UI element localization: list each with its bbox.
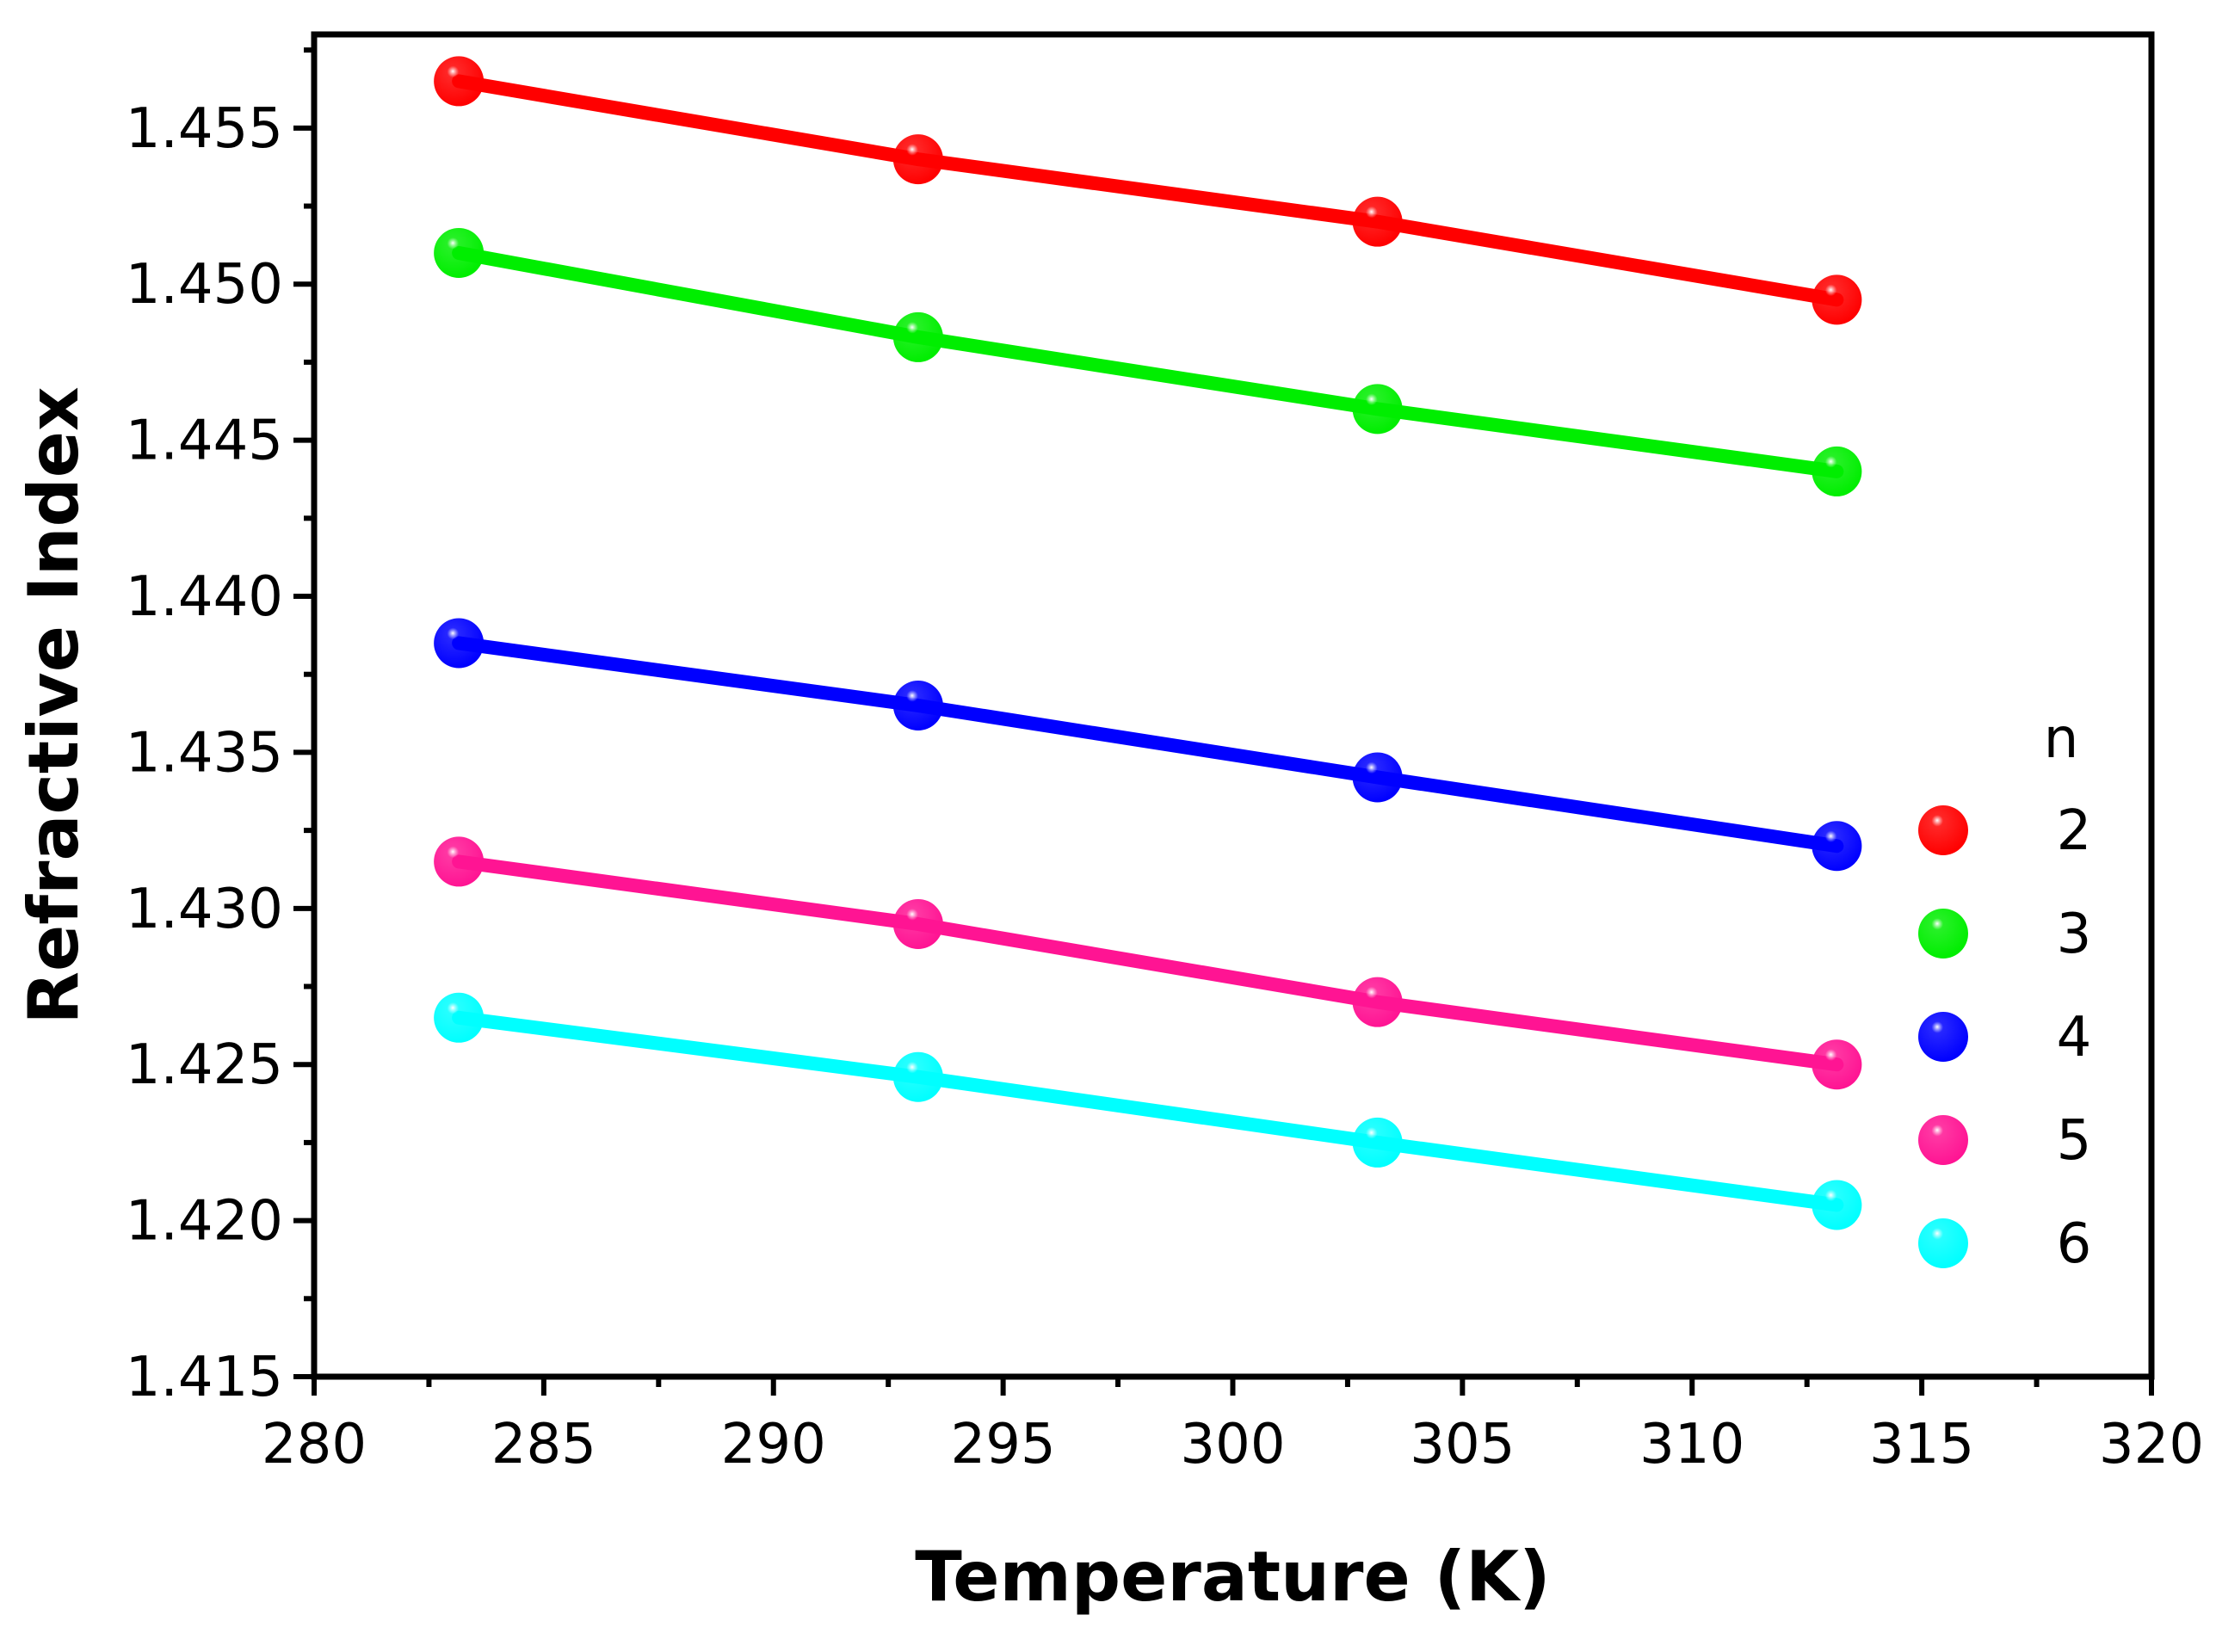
series-4 — [434, 618, 1862, 872]
y-tick-label: 1.450 — [126, 253, 283, 317]
data-point — [434, 56, 485, 107]
x-tick-label: 295 — [951, 1413, 1056, 1476]
data-point — [892, 134, 943, 185]
y-axis-title: Refractive Index — [14, 386, 94, 1024]
series-line — [452, 1010, 1844, 1212]
plot-frame — [311, 31, 2155, 1380]
data-point — [1352, 1117, 1403, 1168]
data-point — [1352, 752, 1403, 803]
data-point — [1812, 1180, 1862, 1230]
data-point — [892, 898, 943, 949]
legend-marker — [1918, 1115, 1968, 1165]
y-tick-label: 1.435 — [126, 721, 283, 785]
y-tick-label: 1.455 — [126, 97, 283, 161]
legend-title: n — [2044, 707, 2079, 771]
series-line — [452, 245, 1844, 478]
legend-marker — [1918, 1012, 1968, 1062]
data-point — [434, 992, 485, 1043]
data-point — [1812, 1039, 1862, 1090]
y-tick-label: 1.440 — [126, 565, 283, 629]
data-point — [892, 311, 943, 362]
data-point — [1812, 821, 1862, 872]
series-3 — [434, 227, 1862, 496]
data-point — [892, 681, 943, 730]
y-tick-label: 1.425 — [126, 1033, 283, 1097]
legend-marker — [1918, 1218, 1968, 1268]
data-point — [1352, 384, 1403, 435]
legend-marker — [1918, 805, 1968, 855]
x-tick-label: 290 — [721, 1413, 826, 1476]
x-tick-label: 305 — [1410, 1413, 1515, 1476]
series-2 — [434, 56, 1862, 325]
y-tick-label: 1.430 — [126, 878, 283, 941]
x-tick-label: 300 — [1180, 1413, 1285, 1476]
data-point — [434, 227, 485, 278]
x-tick-label: 285 — [491, 1413, 596, 1476]
y-tick-label: 1.420 — [126, 1190, 283, 1254]
series-layer — [434, 56, 1862, 1230]
legend-label: 6 — [2057, 1212, 2092, 1276]
data-point — [892, 1051, 943, 1102]
series-line — [452, 636, 1844, 854]
series-line — [452, 854, 1844, 1072]
x-tick-label: 320 — [2099, 1413, 2204, 1476]
series-6 — [434, 992, 1862, 1230]
data-point — [434, 836, 485, 887]
y-tick-label: 1.445 — [126, 410, 283, 473]
legend-label: 3 — [2057, 903, 2092, 966]
legend: n 2 3 4 5 6 — [1918, 707, 2091, 1276]
labels-layer: 280 285 290 295 300 305 310 315 320 1.415 1.420 1.4… — [126, 97, 2204, 1476]
data-point — [1352, 977, 1403, 1027]
legend-label: 2 — [2057, 799, 2092, 863]
data-point — [1812, 446, 1862, 496]
x-tick-label: 280 — [262, 1413, 367, 1476]
data-point — [1352, 196, 1403, 247]
legend-label: 5 — [2057, 1109, 2092, 1173]
data-point — [434, 618, 485, 669]
y-tick-label: 1.415 — [126, 1346, 283, 1409]
legend-marker — [1918, 909, 1968, 959]
series-line — [452, 74, 1844, 307]
data-point — [1812, 274, 1862, 325]
legend-label: 4 — [2057, 1006, 2092, 1069]
x-tick-label: 310 — [1639, 1413, 1744, 1476]
x-axis-title: Temperature (K) — [915, 1537, 1550, 1617]
series-5 — [434, 836, 1862, 1090]
x-tick-label: 315 — [1869, 1413, 1974, 1476]
